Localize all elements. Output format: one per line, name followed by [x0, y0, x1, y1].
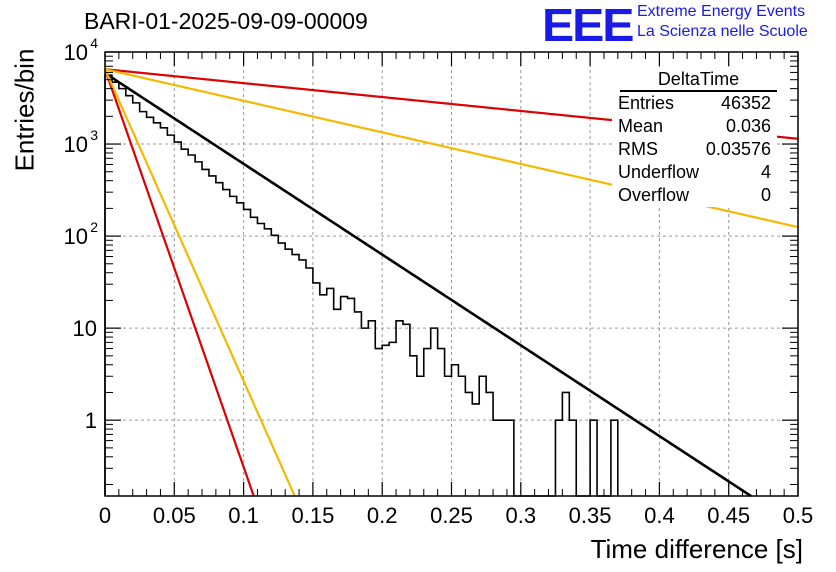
y-tick-exponent: 2	[90, 219, 98, 235]
stats-box: DeltaTime Entries 46352 Mean 0.036 RMS 0…	[612, 68, 777, 207]
stats-row-rms: RMS 0.03576	[612, 138, 777, 161]
y-tick-label: 10	[64, 40, 88, 65]
y-tick-label: 10	[64, 224, 88, 249]
logo-caption-line2: La Scienza nelle Scuole	[637, 23, 808, 40]
x-tick-label: 0.35	[569, 503, 612, 528]
stats-value: 46352	[720, 93, 771, 113]
x-tick-label: 0.3	[506, 503, 537, 528]
y-tick-label: 10	[64, 132, 88, 157]
stats-value: 0.036	[725, 116, 771, 136]
x-axis-label: Time difference [s]	[590, 534, 803, 564]
x-tick-label: 0.05	[153, 503, 196, 528]
stats-label: RMS	[618, 139, 658, 159]
fit-curve-fast-red	[103, 68, 255, 497]
x-tick-labels: 0 0.05 0.1 0.15 0.2 0.25 0.3 0.35 0.4 0.45 0.5	[99, 503, 813, 528]
chart-title: BARI-01-2025-09-09-00009	[84, 8, 368, 34]
stats-label: Underflow	[618, 162, 700, 182]
y-tick-label: 10	[73, 316, 97, 341]
stats-title: DeltaTime	[620, 68, 777, 92]
x-tick-label: 0.15	[291, 503, 334, 528]
logo-caption: Extreme Energy Events La Scienza nelle S…	[637, 2, 808, 42]
y-axis-label: Entries/bin	[9, 48, 40, 172]
stats-value: 0.03576	[705, 139, 771, 159]
y-axis-label-wrap: Entries/bin	[10, 40, 40, 180]
x-tick-label: 0.5	[783, 503, 814, 528]
axis-ticks	[104, 51, 799, 496]
stats-row-mean: Mean 0.036	[612, 115, 777, 138]
x-tick-label: 0.45	[707, 503, 750, 528]
logo-caption-line1: Extreme Energy Events	[637, 3, 806, 20]
stats-row-entries: Entries 46352	[612, 92, 777, 115]
fit-curve-fit	[104, 72, 752, 498]
y-tick-exponent: 4	[90, 35, 98, 51]
histogram	[104, 74, 619, 497]
eee-logo: EEE	[542, 0, 634, 51]
stats-row-overflow: Overflow 0	[612, 184, 777, 207]
x-tick-label: 0.2	[367, 503, 398, 528]
x-tick-label: 0.4	[644, 503, 675, 528]
stats-label: Mean	[618, 116, 664, 136]
stats-label: Overflow	[618, 185, 690, 205]
stats-value: 4	[760, 162, 771, 182]
stats-label: Entries	[618, 93, 675, 113]
x-tick-label: 0	[99, 503, 111, 528]
x-tick-label: 0.1	[228, 503, 259, 528]
x-tick-label: 0.25	[430, 503, 473, 528]
y-tick-label: 1	[85, 408, 97, 433]
y-tick-exponent: 3	[90, 127, 98, 143]
fit-curve-fast-orange	[103, 68, 296, 497]
stats-value: 0	[760, 185, 771, 205]
histogram-outline	[104, 74, 619, 497]
stats-row-underflow: Underflow 4	[612, 161, 777, 184]
